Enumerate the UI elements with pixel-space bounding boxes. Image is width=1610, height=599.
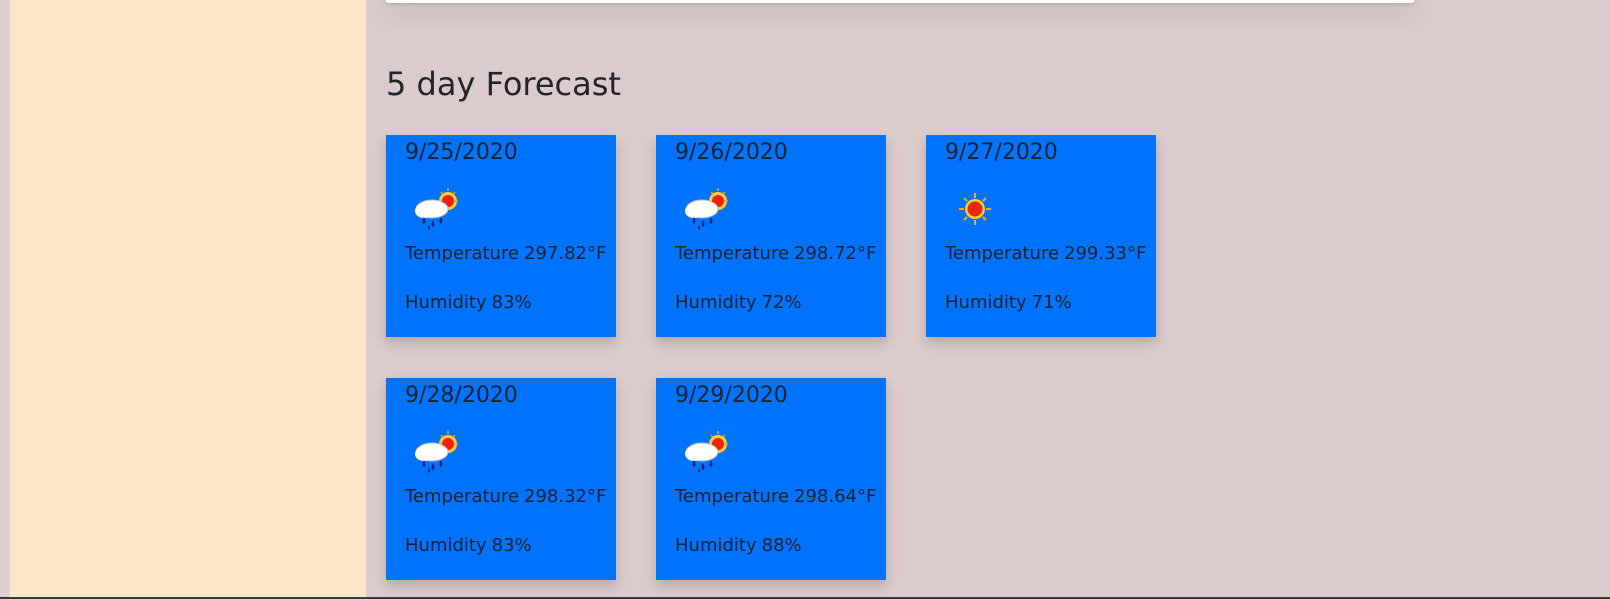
forecast-date: 9/28/2020 [405,383,518,408]
window-bottom-edge [0,597,1610,599]
forecast-date: 9/25/2020 [405,140,518,165]
sun-icon [959,193,991,225]
current-weather-card [385,0,1415,3]
sidebar-panel [10,0,366,599]
rain-sun-icon [685,431,728,473]
forecast-date: 9/26/2020 [675,140,788,165]
rain-sun-icon [415,431,458,473]
forecast-card: 9/29/2020 Temperature 298.64°F Humidity 88… [656,378,886,580]
temperature-text: Temperature 299.33°F [945,243,1147,264]
forecast-card: 9/27/2020 Temperature 299.33°F Humidity 71… [926,135,1156,337]
humidity-text: Humidity 88% [675,535,802,556]
forecast-date: 9/29/2020 [675,383,788,408]
humidity-text: Humidity 72% [675,292,802,313]
humidity-text: Humidity 83% [405,292,532,313]
temperature-text: Temperature 297.82°F [405,243,607,264]
forecast-card: 9/28/2020 Temperature 298.32°F Humidity 83… [386,378,616,580]
rain-sun-icon [685,188,728,230]
temperature-text: Temperature 298.32°F [405,486,607,507]
temperature-text: Temperature 298.64°F [675,486,877,507]
temperature-text: Temperature 298.72°F [675,243,877,264]
left-edge-strip [0,0,10,599]
humidity-text: Humidity 83% [405,535,532,556]
forecast-card: 9/25/2020 Temperature 297.82°F Humidity 83… [386,135,616,337]
forecast-title: 5 day Forecast [386,65,621,103]
forecast-date: 9/27/2020 [945,140,1058,165]
rain-sun-icon [415,188,458,230]
humidity-text: Humidity 71% [945,292,1072,313]
forecast-card: 9/26/2020 Temperature 298.72°F Humidity 72… [656,135,886,337]
